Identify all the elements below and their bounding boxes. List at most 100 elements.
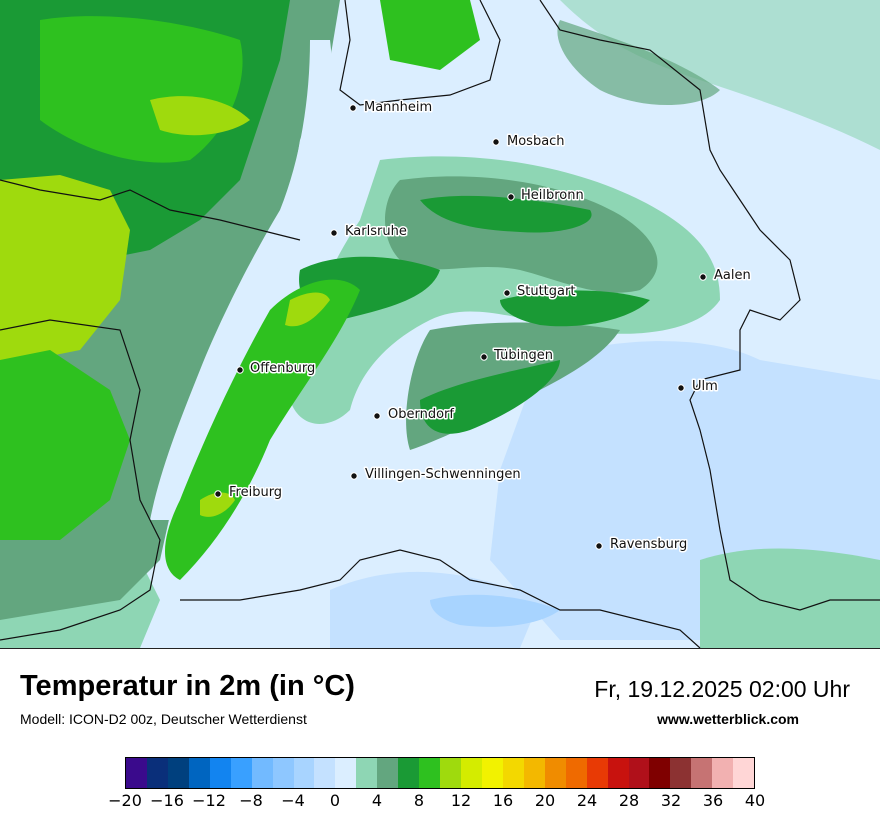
map-canvas: Mannheim Mosbach Heilbronn Karlsruhe Aal… xyxy=(0,0,880,648)
colorbar-tick-label: 12 xyxy=(450,791,472,810)
city-marker: Offenburg xyxy=(236,360,317,378)
city-label: Mannheim xyxy=(364,100,432,115)
temperature-colorbar xyxy=(125,757,755,789)
colorbar-swatch xyxy=(440,758,461,788)
colorbar-swatch xyxy=(712,758,734,788)
city-marker: Freiburg xyxy=(214,484,284,502)
colorbar-swatch xyxy=(419,758,441,788)
city-marker: Oberndorf xyxy=(373,406,456,424)
colorbar-swatch xyxy=(670,758,692,788)
colorbar-swatch xyxy=(523,758,545,788)
colorbar-swatch xyxy=(356,758,378,788)
city-marker: Mosbach xyxy=(492,133,566,151)
city-label: Karlsruhe xyxy=(345,224,407,239)
city-dot xyxy=(373,412,381,420)
colorbar-tick-label: 20 xyxy=(534,791,556,810)
city-label: Ulm xyxy=(692,379,718,394)
colorbar-tick-label: 28 xyxy=(618,791,640,810)
city-marker: Heilbronn xyxy=(507,187,585,205)
city-label: Oberndorf xyxy=(388,407,454,422)
city-label: Tübingen xyxy=(493,348,553,363)
colorbar-swatch xyxy=(314,758,336,788)
border-france-west xyxy=(0,319,161,641)
valid-datetime: Fr, 19.12.2025 02:00 Uhr xyxy=(594,676,850,702)
website-label: www.wetterblick.com xyxy=(657,711,799,727)
border-hesse xyxy=(339,0,501,106)
city-marker: Ulm xyxy=(677,378,719,396)
colorbar-swatch xyxy=(607,758,629,788)
colorbar-swatch xyxy=(209,758,231,788)
colorbar-tick-label: −8 xyxy=(239,791,263,810)
warmest-zone-haardt xyxy=(150,96,250,136)
colorbar-swatch xyxy=(188,758,210,788)
city-dot xyxy=(503,289,511,297)
city-marker: Ravensburg xyxy=(595,536,689,554)
mild-zone-southeast xyxy=(700,548,880,648)
colorbar-swatch xyxy=(565,758,587,788)
border-switzerland xyxy=(180,549,701,648)
colorbar-swatch xyxy=(230,758,252,788)
warm-zone-stuttgart xyxy=(500,290,650,327)
warmest-spot-baden xyxy=(285,292,330,327)
colorbar-tick-label: 24 xyxy=(576,791,598,810)
city-marker: Stuttgart xyxy=(503,283,577,301)
warmest-zone-alsace xyxy=(0,175,130,360)
city-dot xyxy=(677,384,685,392)
city-dot xyxy=(350,472,358,480)
city-dot xyxy=(595,542,603,550)
warmest-spot-freiburg xyxy=(200,492,235,517)
colorbar-tick-label: 40 xyxy=(744,791,766,810)
colorbar-tick-label: 0 xyxy=(329,791,341,810)
city-dot xyxy=(699,273,707,281)
mild-zone-northeast xyxy=(560,0,880,150)
colorbar-tick-label: −16 xyxy=(150,791,184,810)
city-label: Mosbach xyxy=(507,134,565,149)
city-marker: Villingen-Schwenningen xyxy=(350,466,522,484)
colorbar-swatch xyxy=(146,758,168,788)
warm-zone-vosges xyxy=(0,350,130,540)
colorbar-tick-label: −12 xyxy=(192,791,226,810)
city-label: Ravensburg xyxy=(610,537,687,552)
colorbar-swatch xyxy=(544,758,566,788)
map-title: Temperatur in 2m (in °C) xyxy=(20,670,355,702)
temperature-map: Mannheim Mosbach Heilbronn Karlsruhe Aal… xyxy=(0,0,880,649)
city-dot xyxy=(214,490,222,498)
warm-zone-swabian-alb xyxy=(420,360,560,434)
colorbar-tick-label: 32 xyxy=(660,791,682,810)
city-label: Offenburg xyxy=(250,361,315,376)
colorbar-swatch xyxy=(691,758,713,788)
city-marker: Aalen xyxy=(699,267,752,285)
city-label: Freiburg xyxy=(229,485,282,500)
city-label: Stuttgart xyxy=(517,284,575,299)
city-label: Heilbronn xyxy=(521,188,584,203)
city-dot xyxy=(349,104,357,112)
warm-zone-odenwald-north xyxy=(380,0,480,70)
lake-constance xyxy=(430,594,560,627)
city-marker: Mannheim xyxy=(349,99,434,117)
border-france-north xyxy=(0,179,301,241)
colorbar-swatch xyxy=(481,758,503,788)
cold-strip-rhine-valley xyxy=(150,40,333,520)
colorbar-swatch xyxy=(586,758,608,788)
city-markers: Mannheim Mosbach Heilbronn Karlsruhe Aal… xyxy=(214,99,752,554)
colorbar-swatch xyxy=(628,758,650,788)
warm-zone-heilbronn xyxy=(420,195,592,233)
colorbar-tick-label: 8 xyxy=(413,791,425,810)
colorbar-tick-label: −20 xyxy=(108,791,142,810)
city-label: Aalen xyxy=(714,268,751,283)
borders xyxy=(0,0,880,648)
colorbar-tick-label: 16 xyxy=(492,791,514,810)
moderate-zone-hohenlohe xyxy=(557,20,720,105)
city-dot xyxy=(480,353,488,361)
city-dot xyxy=(236,366,244,374)
city-marker: Tübingen xyxy=(480,347,555,365)
colorbar-swatch xyxy=(649,758,671,788)
city-marker: Karlsruhe xyxy=(330,223,408,241)
colorbar-tick-label: −4 xyxy=(281,791,305,810)
colorbar-swatch xyxy=(377,758,399,788)
colorbar-swatch xyxy=(167,758,189,788)
border-bavaria xyxy=(539,0,880,611)
city-dot xyxy=(507,193,515,201)
colorbar-swatch xyxy=(272,758,294,788)
colorbar-swatch xyxy=(251,758,273,788)
